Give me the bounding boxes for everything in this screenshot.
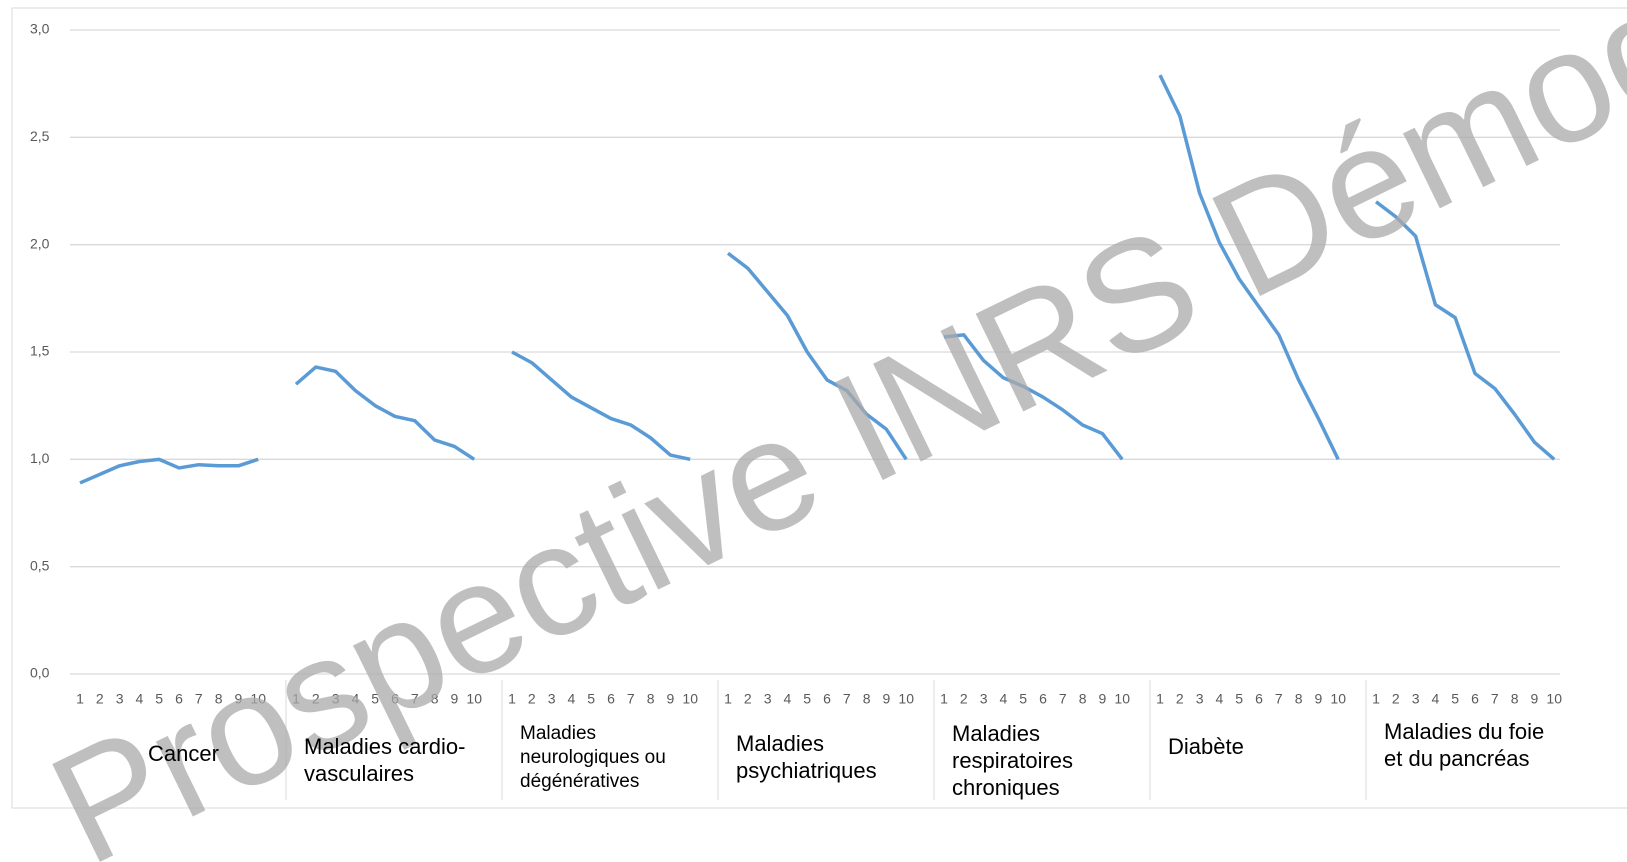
y-tick-label: 1,5	[30, 343, 50, 359]
x-tick-label: 3	[548, 691, 556, 707]
line	[79, 457, 259, 485]
line	[511, 350, 691, 462]
line	[726, 251, 908, 461]
x-tick-label: 9	[235, 691, 243, 707]
x-tick-label: 2	[744, 691, 752, 707]
x-tick-label: 6	[1255, 691, 1263, 707]
x-tick-label: 2	[312, 691, 320, 707]
y-tick-label: 1,0	[30, 450, 50, 466]
x-tick-label: 8	[1295, 691, 1303, 707]
x-tick-label: 1	[1156, 691, 1164, 707]
y-tick-label: 3,0	[30, 21, 50, 37]
group-label: Cancer	[148, 741, 219, 766]
x-tick-label: 10	[250, 691, 266, 707]
x-tick-label: 4	[784, 691, 792, 707]
x-tick-label: 1	[1372, 691, 1380, 707]
x-tick-label: 7	[1275, 691, 1283, 707]
x-tick-label: 4	[1216, 691, 1224, 707]
y-tick-label: 0,5	[30, 557, 50, 573]
x-tick-label: 5	[1019, 691, 1027, 707]
x-tick-label: 6	[823, 691, 831, 707]
x-tick-label: 8	[1511, 691, 1519, 707]
x-tick-label: 1	[76, 691, 84, 707]
x-tick-label: 10	[466, 691, 482, 707]
x-tick-label: 2	[1392, 691, 1400, 707]
group-label: Maladies psychiatriques	[736, 731, 877, 783]
x-tick-label: 5	[371, 691, 379, 707]
group-label: Diabète	[1168, 734, 1244, 759]
x-tick-label: 9	[883, 691, 891, 707]
x-tick-label: 5	[803, 691, 811, 707]
x-tick-label: 10	[898, 691, 914, 707]
x-tick-label: 2	[1176, 691, 1184, 707]
x-tick-label: 7	[411, 691, 419, 707]
x-tick-label: 10	[1114, 691, 1130, 707]
x-tick-label: 9	[1531, 691, 1539, 707]
x-tick-label: 7	[1059, 691, 1067, 707]
x-tick-label: 3	[116, 691, 124, 707]
x-tick-label: 9	[667, 691, 675, 707]
x-tick-label: 9	[1315, 691, 1323, 707]
x-tick-label: 6	[175, 691, 183, 707]
x-tick-label: 9	[1099, 691, 1107, 707]
x-tick-label: 4	[352, 691, 360, 707]
group-label: Maladies du foie et du pancréas	[1384, 719, 1545, 771]
x-tick-label: 1	[508, 691, 516, 707]
x-tick-label: 1	[292, 691, 300, 707]
x-tick-label: 7	[627, 691, 635, 707]
x-tick-label: 8	[215, 691, 223, 707]
x-tick-label: 8	[1079, 691, 1087, 707]
line	[943, 333, 1124, 461]
x-tick-label: 8	[431, 691, 439, 707]
x-tick-label: 6	[1039, 691, 1047, 707]
x-tick-label: 5	[155, 691, 163, 707]
group-label: Maladies cardio-vasculaires	[304, 734, 466, 786]
group-label: Maladies respiratoires chroniques	[952, 721, 1074, 800]
x-tick-label: 6	[1471, 691, 1479, 707]
x-tick-label: 1	[940, 691, 948, 707]
x-tick-label: 4	[136, 691, 144, 707]
x-tick-label: 7	[843, 691, 851, 707]
x-tick-label: 9	[451, 691, 459, 707]
x-tick-label: 3	[764, 691, 772, 707]
x-tick-label: 10	[682, 691, 698, 707]
x-tick-label: 6	[607, 691, 615, 707]
x-tick-label: 3	[980, 691, 988, 707]
x-tick-label: 8	[863, 691, 871, 707]
y-tick-label: 2,5	[30, 128, 50, 144]
x-tick-label: 3	[1412, 691, 1420, 707]
x-tick-label: 10	[1330, 691, 1346, 707]
x-tick-label: 2	[960, 691, 968, 707]
x-tick-label: 3	[332, 691, 340, 707]
x-tick-label: 5	[1235, 691, 1243, 707]
x-tick-label: 2	[528, 691, 536, 707]
x-tick-label: 4	[1000, 691, 1008, 707]
frame	[11, 7, 1627, 809]
x-tick-label: 4	[1432, 691, 1440, 707]
line	[1374, 200, 1556, 461]
x-tick-label: 7	[1491, 691, 1499, 707]
x-tick-label: 4	[568, 691, 576, 707]
line	[294, 365, 476, 461]
x-tick-label: 10	[1546, 691, 1562, 707]
x-tick-label: 5	[587, 691, 595, 707]
x-tick-label: 2	[96, 691, 104, 707]
x-tick-label: 5	[1451, 691, 1459, 707]
x-tick-label: 3	[1196, 691, 1204, 707]
line	[1158, 74, 1340, 461]
x-tick-label: 8	[647, 691, 655, 707]
x-tick-label: 1	[724, 691, 732, 707]
group-label: Maladies neurologiques ou dégénératives	[520, 723, 666, 792]
y-tick-label: 2,0	[30, 235, 50, 251]
x-tick-label: 7	[195, 691, 203, 707]
x-tick-label: 6	[391, 691, 399, 707]
y-tick-label: 0,0	[30, 665, 50, 681]
